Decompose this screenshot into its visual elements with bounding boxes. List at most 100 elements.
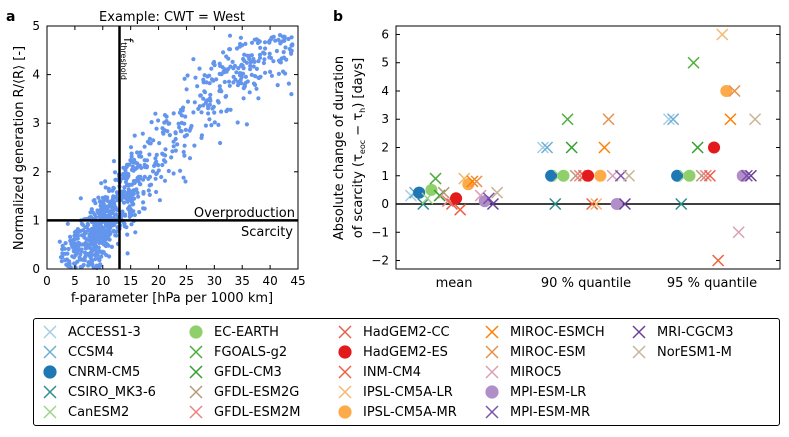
scatter-point — [239, 62, 244, 67]
legend-label: EC-EARTH — [214, 324, 279, 340]
y-tick-label: 1 — [32, 213, 40, 227]
data-marker-circle — [462, 178, 475, 191]
scatter-point — [235, 83, 241, 88]
category-label: mean — [436, 276, 473, 291]
legend-x-marker — [485, 325, 499, 339]
scatter-point — [152, 163, 157, 168]
panel-b-markers — [404, 28, 762, 267]
data-marker-x — [561, 113, 574, 126]
scatter-point — [93, 257, 98, 262]
scatter-point — [262, 40, 268, 45]
legend-label: HadGEM2-ES — [363, 344, 448, 360]
scatter-point — [147, 136, 152, 141]
scatter-point — [242, 52, 247, 57]
x-tick-label: 30 — [207, 274, 222, 288]
scatter-point — [138, 150, 143, 155]
scatter-point — [128, 158, 133, 163]
scatter-point — [237, 44, 242, 49]
legend-label: CNRM-CM5 — [68, 364, 141, 380]
data-marker-circle — [594, 169, 607, 182]
data-marker-x — [485, 365, 499, 379]
scatter-point — [269, 73, 274, 78]
scatter-point — [207, 81, 212, 86]
scatter-point — [203, 123, 208, 128]
data-marker-x — [618, 197, 631, 211]
scatter-point — [139, 165, 144, 170]
scatter-point — [251, 81, 257, 86]
scatter-point — [236, 66, 241, 71]
scatter-point — [281, 55, 287, 60]
scatter-point — [99, 254, 104, 259]
data-marker-x — [466, 175, 479, 188]
scatter-point — [153, 176, 158, 181]
scatter-point — [192, 100, 197, 105]
data-marker-x — [699, 169, 712, 182]
scatter-point — [75, 259, 80, 264]
scatter-point — [91, 232, 96, 237]
legend-item: NorESM1-M — [631, 343, 732, 361]
scatter-point — [109, 244, 114, 249]
legend-circle-marker — [485, 385, 499, 399]
scatter-point — [207, 96, 212, 101]
legend-label: CCSM4 — [68, 344, 114, 360]
panel-b-axes-frame — [395, 25, 781, 270]
scatter-point — [83, 250, 88, 255]
legend-label: MIROC-ESMCH — [510, 324, 605, 340]
scatter-point — [182, 143, 187, 148]
scatter-point — [124, 177, 129, 182]
scatter-point — [98, 207, 103, 212]
x-tick-label: 25 — [179, 274, 194, 288]
scatter-point — [179, 120, 184, 125]
scatter-point — [114, 233, 119, 238]
data-marker-x — [602, 113, 615, 126]
scatter-point — [111, 229, 116, 234]
scatter-point — [83, 225, 88, 230]
scatter-point — [268, 69, 273, 74]
scatter-point — [60, 243, 65, 248]
scatter-point — [122, 224, 127, 229]
data-marker-x — [590, 197, 603, 211]
scatter-point — [126, 172, 131, 177]
data-marker-circle — [736, 169, 749, 182]
data-marker-x — [712, 254, 725, 267]
data-marker-circle — [557, 169, 570, 182]
scatter-point — [214, 77, 219, 82]
scatter-point — [142, 174, 147, 179]
legend-x-marker — [485, 405, 499, 419]
scatter-point — [89, 257, 94, 262]
scatter-point — [249, 53, 254, 58]
scatter-point — [125, 232, 130, 237]
data-marker-circle — [189, 325, 203, 339]
scatter-point — [57, 239, 62, 244]
scatter-point — [256, 96, 261, 101]
data-marker-circle — [338, 405, 352, 419]
scatter-point — [147, 152, 152, 157]
legend-item: CCSM4 — [42, 343, 114, 361]
scatter-point — [95, 209, 100, 214]
scatter-point — [110, 208, 115, 213]
scatter-point — [146, 188, 151, 193]
scatter-point — [147, 141, 152, 146]
scatter-point — [129, 154, 134, 159]
data-marker-x — [338, 385, 352, 399]
scatter-point — [127, 214, 132, 219]
data-marker-x — [565, 141, 578, 154]
panel-a-y-ticks: 0 1 2 3 4 5 — [32, 19, 298, 276]
scatter-point — [217, 84, 222, 89]
scatter-point — [171, 144, 176, 149]
scatter-point — [107, 188, 112, 194]
scatter-point — [70, 237, 76, 243]
scatter-point — [154, 189, 159, 195]
scatter-point — [221, 50, 226, 55]
scatter-point — [102, 236, 107, 241]
scatter-point — [128, 197, 133, 202]
legend-label: GFDL-ESM2G — [214, 384, 300, 400]
data-marker-x — [632, 345, 646, 359]
scatter-point — [97, 258, 102, 263]
scatter-point — [173, 148, 178, 153]
panel-a-overproduction-label: Overproduction — [194, 206, 295, 221]
legend-item: CNRM-CM5 — [42, 363, 140, 381]
data-marker-x — [744, 169, 757, 182]
data-marker-x — [43, 325, 57, 339]
x-tick-label: 10 — [95, 274, 110, 288]
